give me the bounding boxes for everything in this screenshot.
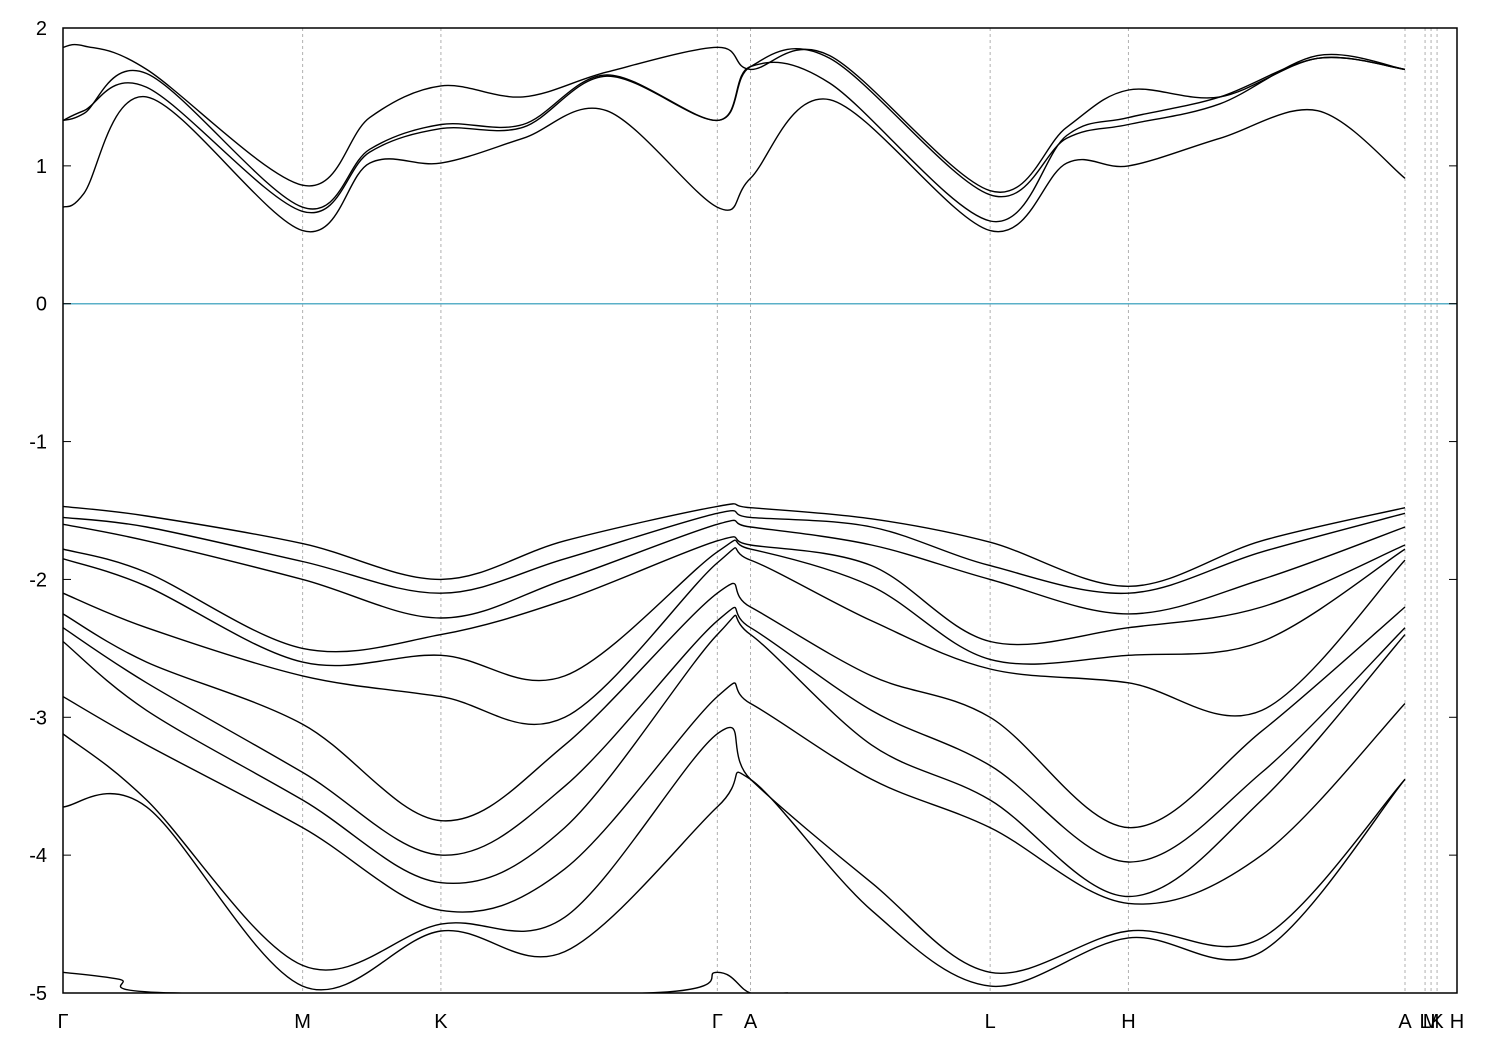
plot-frame <box>62 27 1458 994</box>
band-line-12 <box>63 606 1406 863</box>
band-line-4 <box>63 96 1406 233</box>
x-tick-label: A <box>1398 1011 1412 1033</box>
x-tick-label: L <box>985 1011 996 1033</box>
band-line-6 <box>63 510 1406 595</box>
x-tick-label: M <box>294 1011 311 1033</box>
band-line-2 <box>63 48 1406 210</box>
band-line-8 <box>63 536 1406 653</box>
x-tick-label: M <box>1423 1011 1440 1033</box>
y-tick-label: -5 <box>29 983 47 1005</box>
y-axis-ticks: 2 1 0 -1 -2 -3 -4 -5 <box>29 18 1457 1005</box>
band-line-1 <box>63 43 1406 193</box>
x-tick-label: A <box>744 1011 758 1033</box>
band-line-7 <box>63 519 1406 619</box>
band-line-14 <box>63 682 1406 913</box>
band-line-5 <box>63 503 1406 588</box>
y-tick-label: 0 <box>36 294 47 316</box>
band-line-17 <box>63 971 788 993</box>
x-tick-label: K <box>1430 1011 1444 1033</box>
x-tick-label: Γ <box>57 1011 68 1033</box>
band-line-9 <box>63 539 1406 682</box>
band-line-15 <box>63 726 1406 974</box>
band-lines <box>63 43 1406 993</box>
y-tick-label: -2 <box>29 569 47 591</box>
band-line-3 <box>63 56 1406 223</box>
x-tick-label: H <box>1121 1011 1135 1033</box>
y-tick-label: 2 <box>36 18 47 40</box>
band-line-16 <box>63 771 1406 991</box>
band-line-10 <box>63 547 1406 726</box>
band-line-11 <box>63 582 1406 829</box>
x-axis-ticks: Γ M K Γ A L H A LMK H <box>57 1011 1464 1033</box>
x-tick-label: K <box>434 1011 448 1033</box>
y-tick-label: 1 <box>36 156 47 178</box>
y-tick-label: -1 <box>29 432 47 454</box>
y-tick-label: -3 <box>29 707 47 729</box>
x-tick-label: Γ <box>712 1011 723 1033</box>
band-line-13 <box>63 614 1406 898</box>
y-tick-label: -4 <box>29 845 47 867</box>
x-tick-label: L <box>1420 1011 1431 1033</box>
kpoint-gridlines <box>302 28 1438 993</box>
x-tick-label: H <box>1450 1011 1464 1033</box>
